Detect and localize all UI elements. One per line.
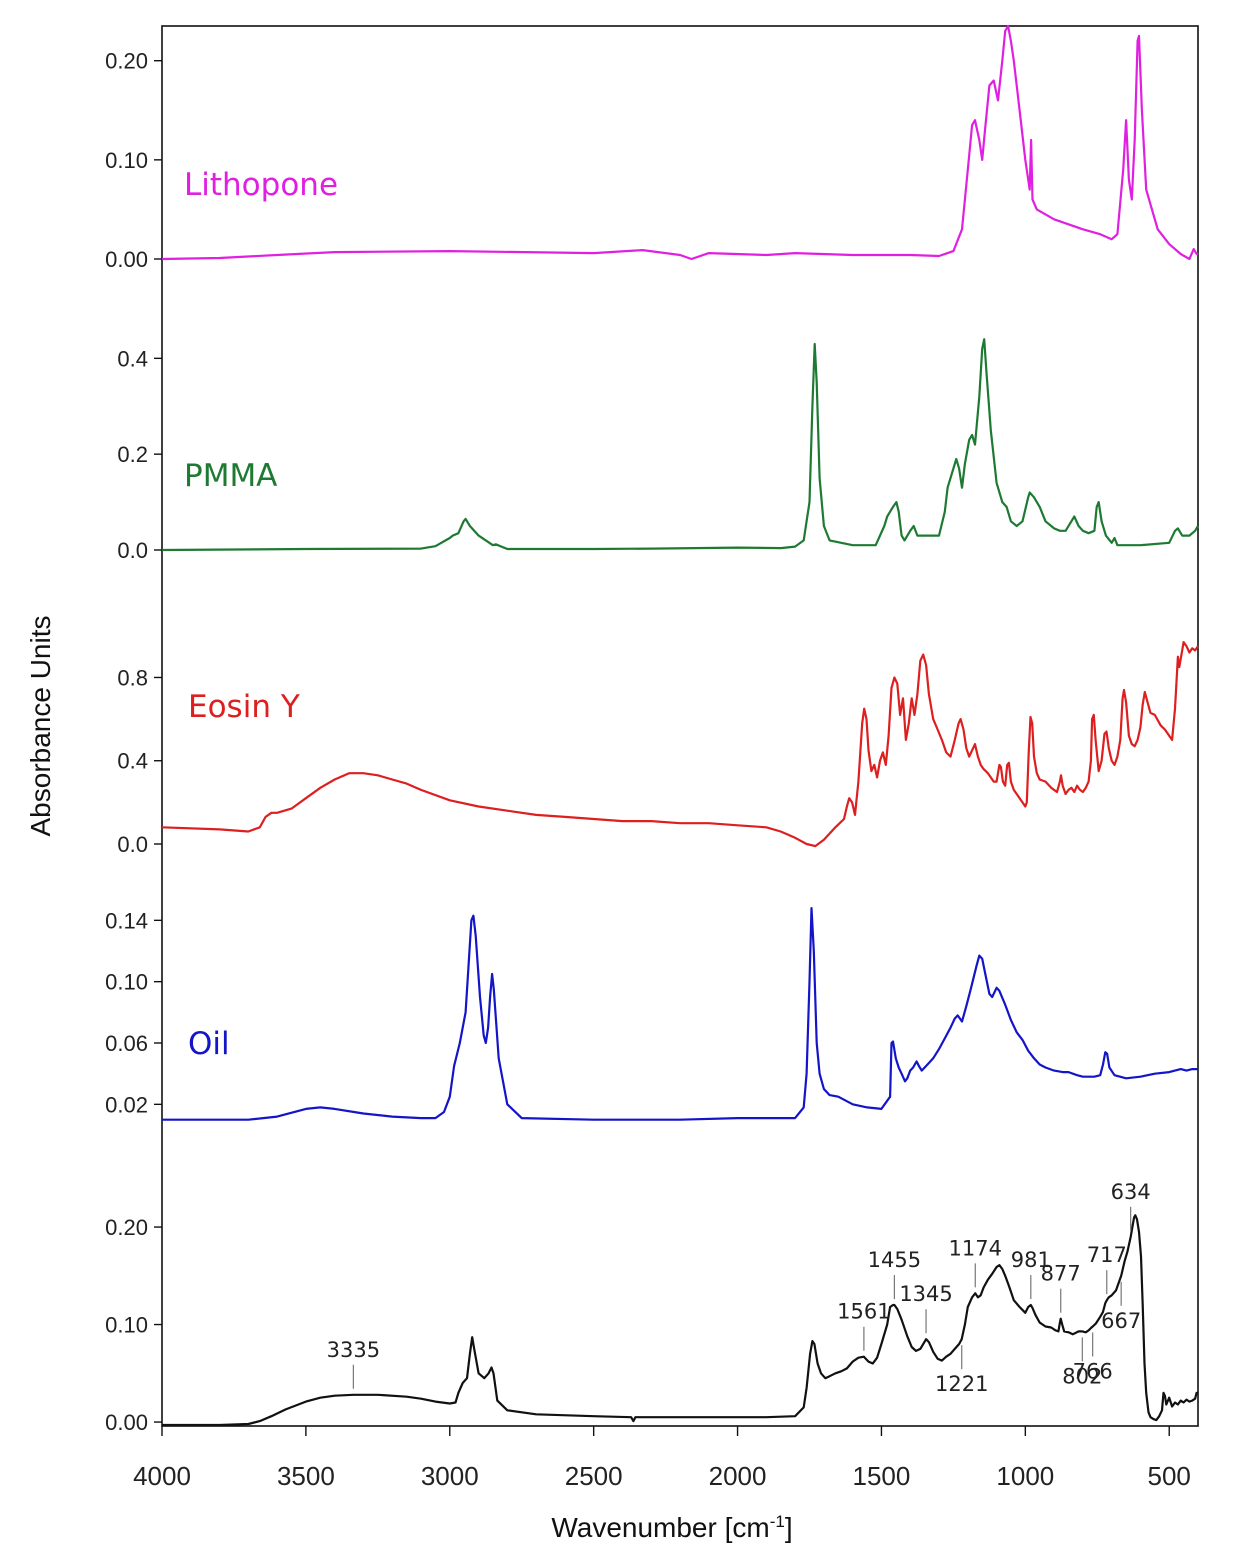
y-tick-label: 0.20 xyxy=(105,1215,148,1240)
y-tick-label: 0.02 xyxy=(105,1092,148,1117)
y-tick-label: 0.00 xyxy=(105,1410,148,1435)
y-tick-label: 0.10 xyxy=(105,1313,148,1338)
y-tick-label: 0.8 xyxy=(117,665,148,690)
y-tick-label: 0.0 xyxy=(117,832,148,857)
y-tick-label: 0.10 xyxy=(105,970,148,995)
panel-oil: 0.02 0.06 0.10 0.14 Oil xyxy=(105,907,1198,1121)
peak-label: 802 xyxy=(1062,1364,1102,1388)
y-tick-label: 0.06 xyxy=(105,1031,148,1056)
y-tick-label: 0.4 xyxy=(117,749,148,774)
peak-label: 1174 xyxy=(949,1236,1002,1260)
y-tick-label: 0.10 xyxy=(105,148,148,173)
peak-label: 1561 xyxy=(837,1300,890,1324)
y-axis-title: Absorbance Units xyxy=(25,615,56,836)
peak-label: 667 xyxy=(1101,1309,1141,1333)
x-tick-label: 3000 xyxy=(421,1461,479,1491)
x-tick-label: 2000 xyxy=(709,1461,767,1491)
panel-sample: 0.00 0.10 0.20 xyxy=(105,1214,1198,1435)
x-tick-label: 4000 xyxy=(133,1461,191,1491)
x-tick-label: 2500 xyxy=(565,1461,623,1491)
peak-label: 717 xyxy=(1087,1243,1127,1267)
panel-lithopone: 0.00 0.10 0.20 Lithopone xyxy=(105,24,1198,272)
series-label: Oil xyxy=(188,1026,230,1062)
y-tick-label: 0.00 xyxy=(105,247,148,272)
series-label: Eosin Y xyxy=(188,689,300,725)
panel-eosin-y: 0.0 0.4 0.8 Eosin Y xyxy=(117,641,1199,857)
y-tick-label: 0.20 xyxy=(105,49,148,74)
plot-frame xyxy=(161,25,1199,1427)
spectrum-line xyxy=(161,641,1199,848)
panels-layer: 0.00 0.10 0.20 Lithopone 0.0 0.2 0.4 PMMA 0.0 0.4… xyxy=(105,24,1199,1435)
y-tick-label: 0.14 xyxy=(105,908,148,933)
peak-label: 1455 xyxy=(868,1248,921,1272)
x-axis: 4000 3500 3000 2500 2000 1500 1000 500 xyxy=(133,1426,1191,1491)
series-label: Lithopone xyxy=(184,167,338,203)
x-tick-label: 1500 xyxy=(853,1461,911,1491)
peak-label: 1345 xyxy=(899,1282,952,1306)
spectrum-line xyxy=(161,338,1199,552)
x-tick-label: 1000 xyxy=(996,1461,1054,1491)
peak-label: 634 xyxy=(1111,1180,1151,1204)
y-tick-label: 0.2 xyxy=(117,442,148,467)
spectrum-line xyxy=(161,24,1198,261)
spectrum-line xyxy=(162,1214,1198,1427)
peak-label: 766 xyxy=(1073,1360,1113,1384)
peak-label: 981 xyxy=(1011,1248,1051,1272)
panel-pmma: 0.0 0.2 0.4 PMMA xyxy=(117,338,1199,563)
x-axis-title: Wavenumber [cm-1] xyxy=(551,1512,792,1543)
series-label: PMMA xyxy=(184,458,277,494)
spectrum-line xyxy=(162,907,1198,1121)
y-tick-label: 0.0 xyxy=(117,538,148,563)
y-tick-label: 0.4 xyxy=(117,346,148,371)
peak-label: 1221 xyxy=(935,1372,988,1396)
x-tick-label: 500 xyxy=(1148,1461,1191,1491)
peak-label: 3335 xyxy=(327,1338,380,1362)
x-tick-label: 3500 xyxy=(277,1461,335,1491)
peak-label: 877 xyxy=(1041,1262,1081,1286)
